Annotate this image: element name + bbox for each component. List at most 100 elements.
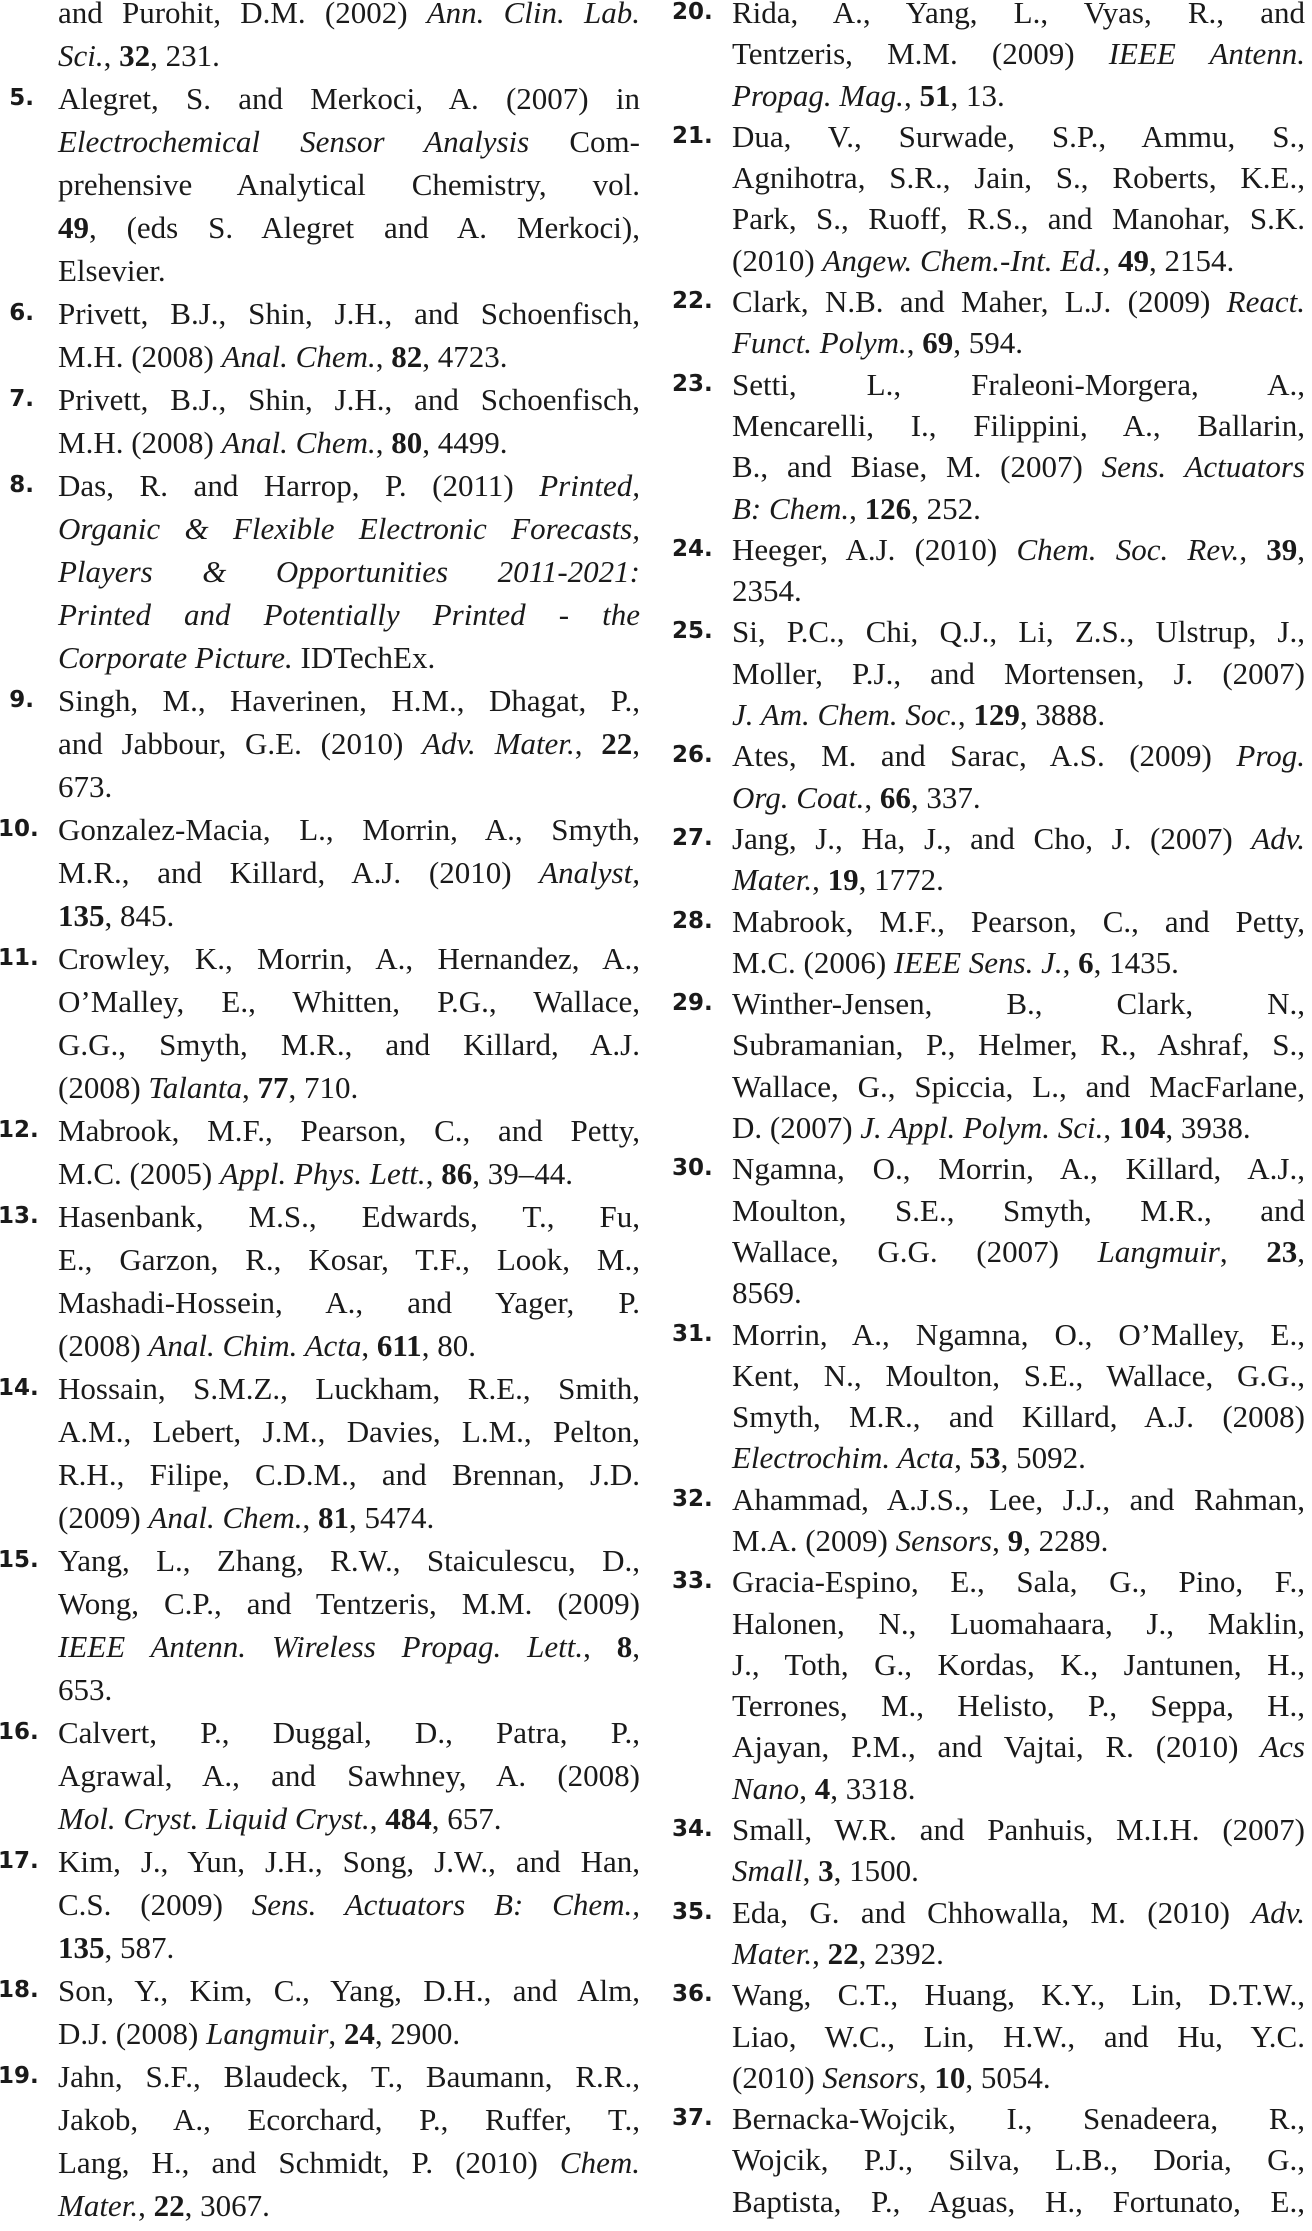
volume-number-text: 3	[818, 1853, 834, 1889]
reference-text: Das, R. and Harrop, P. (2011)	[58, 468, 540, 503]
reference-text: , (eds S. Alegret and A. Merkoci),	[89, 210, 640, 245]
reference-line: Eda, G. and Chhowalla, M. (2010) Adv.	[732, 1892, 1305, 1933]
volume-number-text: 135	[58, 1930, 105, 1965]
reference-line: Smyth, M.R., and Killard, A.J. (2008)	[732, 1396, 1305, 1437]
reference-line: Jahn, S.F., Blaudeck, T., Baumann, R.R.,	[58, 2055, 640, 2098]
reference-number: 19.	[0, 2063, 39, 2089]
reference-line: Agrawal, A., and Sawhney, A. (2008)	[58, 1754, 640, 1797]
reference-text: ,	[361, 1328, 377, 1363]
reference-line: Jakob, A., Ecorchard, P., Ruffer, T.,	[58, 2098, 640, 2141]
reference-number: 8.	[9, 472, 34, 498]
reference-text: ,	[1297, 531, 1305, 567]
reference-line: 49, (eds S. Alegret and A. Merkoci),	[58, 206, 640, 249]
reference-line: Electrochemical Sensor Analysis Com-	[58, 120, 640, 163]
reference-line: Clark, N.B. and Maher, L.J. (2009) React…	[732, 281, 1305, 322]
reference-number: 11.	[0, 945, 39, 971]
reference-line: M.R., and Killard, A.J. (2010) Analyst,	[58, 851, 640, 894]
reference-line: Gracia-Espino, E., Sala, G., Pino, F.,	[732, 1561, 1305, 1602]
reference-line: Ajayan, P.M., and Vajtai, R. (2010) Acs	[732, 1726, 1305, 1767]
reference-line: M.C. (2006) IEEE Sens. J., 6, 1435.	[732, 942, 1305, 983]
reference-entry: 33. Gracia-Espino, E., Sala, G., Pino, F.…	[672, 1561, 1305, 1809]
volume-number-text: 86	[441, 1156, 473, 1191]
journal-title-text: Players & Opportunities 2011-2021:	[58, 554, 640, 589]
reference-entry: and Purohit, D.M. (2002) Ann. Clin. Lab.…	[0, 0, 640, 77]
reference-number: 32.	[672, 1485, 713, 1512]
reference-text: , 2900.	[374, 2016, 461, 2051]
reference-text: ,	[903, 77, 920, 113]
reference-number: 13.	[0, 1203, 39, 1229]
reference-text: ,	[812, 862, 828, 898]
reference-line: (2008) Talanta, 77, 710.	[58, 1066, 640, 1109]
reference-line: Electrochim. Acta, 53, 5092.	[732, 1437, 1305, 1478]
journal-title-text: J. Am. Chem. Soc.	[732, 697, 958, 733]
volume-number-text: 49	[58, 210, 89, 245]
reference-line: Mater., 19, 1772.	[732, 859, 1305, 900]
reference-line: D.J. (2008) Langmuir, 24, 2900.	[58, 2012, 640, 2055]
reference-line: Subramanian, P., Helmer, R., Ashraf, S.,	[732, 1024, 1305, 1065]
reference-text: B., and Biase, M. (2007)	[732, 449, 1102, 485]
journal-title-text: Anal. Chim. Acta	[148, 1328, 362, 1363]
reference-text: ,	[1103, 1110, 1119, 1146]
reference-text: M.R., and Killard, A.J. (2010)	[58, 855, 540, 890]
reference-text: and Purohit, D.M. (2002)	[58, 0, 427, 30]
reference-text: ,	[906, 325, 923, 361]
journal-title-text: Anal. Chem.	[148, 1500, 303, 1535]
reference-text: A.M., Lebert, J.M., Davies, L.M., Pelton…	[58, 1414, 640, 1449]
volume-number-text: 66	[879, 779, 911, 815]
reference-line: A.M., Lebert, J.M., Davies, L.M., Pelton…	[58, 1410, 640, 1453]
reference-text: , 3938.	[1165, 1110, 1251, 1146]
journal-title-text: IEEE Antenn. Wireless Propag. Lett.	[58, 1629, 584, 1664]
reference-text: Moulton, S.E., Smyth, M.R., and	[732, 1192, 1305, 1228]
journal-title-text: Mol. Cryst. Liquid Cryst.	[58, 1801, 370, 1836]
reference-number: 9.	[9, 687, 34, 713]
reference-text: Gonzalez-Macia, L., Morrin, A., Smyth,	[58, 812, 640, 847]
journal-title-text: Chem. Soc. Rev.	[1016, 531, 1240, 567]
reference-text: Com-	[529, 124, 640, 159]
reference-entry: 18. Son, Y., Kim, C., Yang, D.H., and Alm…	[0, 1969, 640, 2055]
reference-line: B., and Biase, M. (2007) Sens. Actuators	[732, 446, 1305, 487]
reference-number: 17.	[0, 1848, 39, 1874]
reference-text: Mabrook, M.F., Pearson, C., and Petty,	[732, 903, 1305, 939]
reference-line: Wojcik, P.J., Silva, L.B., Doria, G.,	[732, 2139, 1305, 2180]
reference-text: Wallace, G.G. (2007)	[732, 1233, 1098, 1269]
reference-text: ,	[632, 726, 641, 761]
journal-title-text: Nano	[732, 1770, 800, 1806]
reference-text: ,	[103, 38, 120, 73]
journal-title-text: Mater.	[732, 862, 813, 898]
reference-line: Mencarelli, I., Filippini, A., Ballarin,	[732, 405, 1305, 446]
volume-number-text: 23	[1266, 1233, 1298, 1269]
reference-entry: 22. Clark, N.B. and Maher, L.J. (2009) Re…	[672, 281, 1305, 364]
reference-number: 21.	[672, 122, 713, 149]
reference-line: (2009) Anal. Chem., 81, 5474.	[58, 1496, 640, 1539]
reference-line: Funct. Polym., 69, 594.	[732, 322, 1305, 363]
reference-line: Moller, P.J., and Mortensen, J. (2007)	[732, 653, 1305, 694]
journal-title-text: Langmuir	[206, 2016, 329, 2051]
reference-text: ,	[375, 339, 392, 374]
reference-line: Ngamna, O., Morrin, A., Killard, A.J.,	[732, 1148, 1305, 1189]
reference-text: ,	[799, 1770, 815, 1806]
reference-text: E., Garzon, R., Kosar, T.F., Look, M.,	[58, 1242, 640, 1277]
reference-number: 23.	[672, 370, 713, 397]
reference-text: Calvert, P., Duggal, D., Patra, P.,	[58, 1715, 640, 1750]
reference-entry: 16. Calvert, P., Duggal, D., Patra, P., Ag…	[0, 1711, 640, 1840]
volume-number-text: 80	[391, 425, 423, 460]
reference-text: Ahammad, A.J.S., Lee, J.J., and Rahman,	[732, 1481, 1305, 1517]
reference-number: 36.	[672, 1981, 713, 2008]
reference-text: , 13.	[950, 77, 1005, 113]
reference-text: , 337.	[910, 779, 981, 815]
reference-number: 6.	[9, 300, 34, 326]
reference-line: and Purohit, D.M. (2002) Ann. Clin. Lab.	[58, 0, 640, 34]
reference-text: C.S. (2009)	[58, 1887, 252, 1922]
reference-text: ,	[802, 1853, 819, 1889]
reference-text: , 5092.	[1000, 1440, 1086, 1476]
reference-text: , 1435.	[1093, 944, 1179, 980]
volume-number-text: 81	[318, 1500, 350, 1535]
volume-number-text: 51	[919, 77, 951, 113]
reference-line: M.A. (2009) Sensors, 9, 2289.	[732, 1520, 1305, 1561]
reference-text: (2010)	[732, 2059, 823, 2095]
reference-text: ,	[957, 697, 974, 733]
reference-line: Nano, 4, 3318.	[732, 1768, 1305, 1809]
reference-text: D.J. (2008)	[58, 2016, 207, 2051]
reference-line: Das, R. and Harrop, P. (2011) Printed,	[58, 464, 640, 507]
reference-entry: 27. Jang, J., Ha, J., and Cho, J. (2007) …	[672, 818, 1305, 901]
